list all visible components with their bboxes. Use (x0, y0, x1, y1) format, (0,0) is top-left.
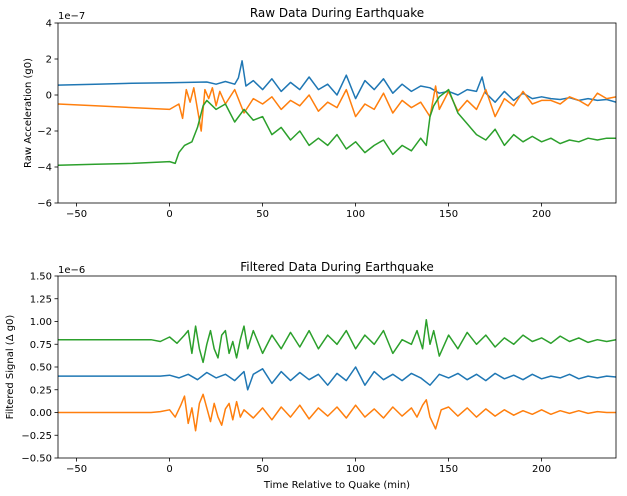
y-tick-label: 0.25 (30, 385, 52, 396)
y-tick-label: −0.50 (21, 454, 52, 465)
y-axis-label: Filtered Signal (Δ g0) (5, 315, 16, 420)
y-axis-offset-text: 1e−6 (58, 265, 85, 276)
y-tick-label: 4 (46, 19, 52, 30)
y-axis-offset-text: 1e−7 (58, 11, 85, 22)
series-line-0 (58, 318, 616, 364)
y-tick-label: 1.00 (30, 317, 52, 328)
y-tick-label: 1.25 (30, 294, 52, 305)
x-tick-label: 50 (256, 464, 269, 475)
plot-area-frame (57, 22, 617, 204)
chart-title: Filtered Data During Earthquake (240, 260, 434, 274)
x-tick-label: 0 (166, 464, 172, 475)
series-line-2 (58, 393, 616, 432)
y-tick-label: 0.75 (30, 340, 52, 351)
x-tick-label: 200 (532, 209, 551, 220)
y-tick-label: −4 (37, 163, 52, 174)
series-line-1 (58, 85, 616, 132)
x-tick-label: 150 (439, 209, 458, 220)
filtered-data-chart: Filtered Data During Earthquake Filtered… (5, 260, 617, 491)
x-axis-label: Time Relative to Quake (min) (263, 480, 410, 491)
x-tick-label: −50 (66, 464, 87, 475)
x-tick-label: 0 (166, 209, 172, 220)
chart-title: Raw Data During Earthquake (250, 6, 424, 20)
x-tick-label: 150 (439, 464, 458, 475)
x-tick-label: 100 (346, 464, 365, 475)
x-tick-label: −50 (66, 209, 87, 220)
y-tick-label: 0 (46, 91, 52, 102)
y-tick-label: 0.50 (30, 363, 52, 374)
series-line-2 (58, 88, 616, 166)
y-tick-label: −2 (37, 127, 52, 138)
raw-data-chart: Raw Data During Earthquake Raw Accelerat… (23, 6, 617, 220)
plot-area-frame (57, 275, 617, 459)
series-line-0 (58, 60, 616, 103)
y-tick-label: 1.50 (30, 272, 52, 283)
y-tick-label: 0.00 (30, 408, 52, 419)
y-tick-label: −6 (37, 199, 52, 210)
x-tick-label: 50 (256, 209, 269, 220)
series-line-1 (58, 366, 616, 391)
y-tick-label: −0.25 (21, 431, 52, 442)
x-tick-label: 100 (346, 209, 365, 220)
x-tick-label: 200 (532, 464, 551, 475)
y-tick-label: 2 (46, 55, 52, 66)
y-axis-label: Raw Acceleration (g0) (23, 58, 34, 168)
